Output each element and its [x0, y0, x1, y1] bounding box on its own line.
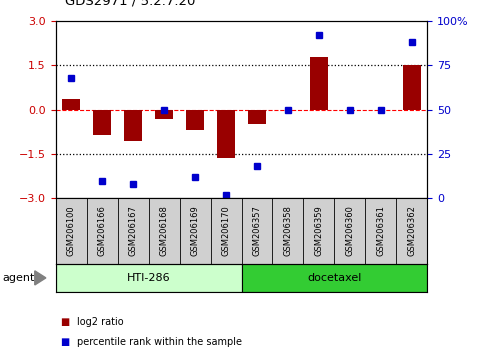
Text: GSM206362: GSM206362 — [408, 206, 416, 256]
Bar — [217, 110, 235, 158]
Bar — [248, 110, 266, 125]
Text: GDS2971 / 5.2.7.20: GDS2971 / 5.2.7.20 — [65, 0, 196, 7]
Bar — [242, 264, 427, 292]
Bar — [310, 57, 328, 110]
Text: ■: ■ — [60, 317, 70, 327]
Text: GSM206100: GSM206100 — [67, 206, 75, 256]
Bar — [124, 110, 142, 141]
Text: GSM206360: GSM206360 — [345, 206, 355, 256]
Text: GSM206357: GSM206357 — [253, 206, 261, 256]
Text: GSM206361: GSM206361 — [376, 206, 385, 256]
Text: agent: agent — [2, 273, 35, 283]
Text: GSM206168: GSM206168 — [159, 206, 169, 256]
Bar — [186, 110, 204, 130]
Text: percentile rank within the sample: percentile rank within the sample — [77, 337, 242, 347]
Text: log2 ratio: log2 ratio — [77, 317, 124, 327]
Text: GSM206167: GSM206167 — [128, 206, 138, 256]
Bar — [155, 110, 173, 119]
Bar — [56, 264, 242, 292]
Text: GSM206359: GSM206359 — [314, 206, 324, 256]
Bar — [403, 65, 421, 110]
Bar — [62, 99, 80, 110]
Text: ■: ■ — [60, 337, 70, 347]
Text: GSM206358: GSM206358 — [284, 206, 293, 256]
Text: docetaxel: docetaxel — [307, 273, 362, 283]
Text: GSM206169: GSM206169 — [190, 206, 199, 256]
Text: GSM206170: GSM206170 — [222, 206, 230, 256]
Bar — [93, 110, 112, 135]
Text: GSM206166: GSM206166 — [98, 206, 107, 256]
Text: HTI-286: HTI-286 — [127, 273, 170, 283]
